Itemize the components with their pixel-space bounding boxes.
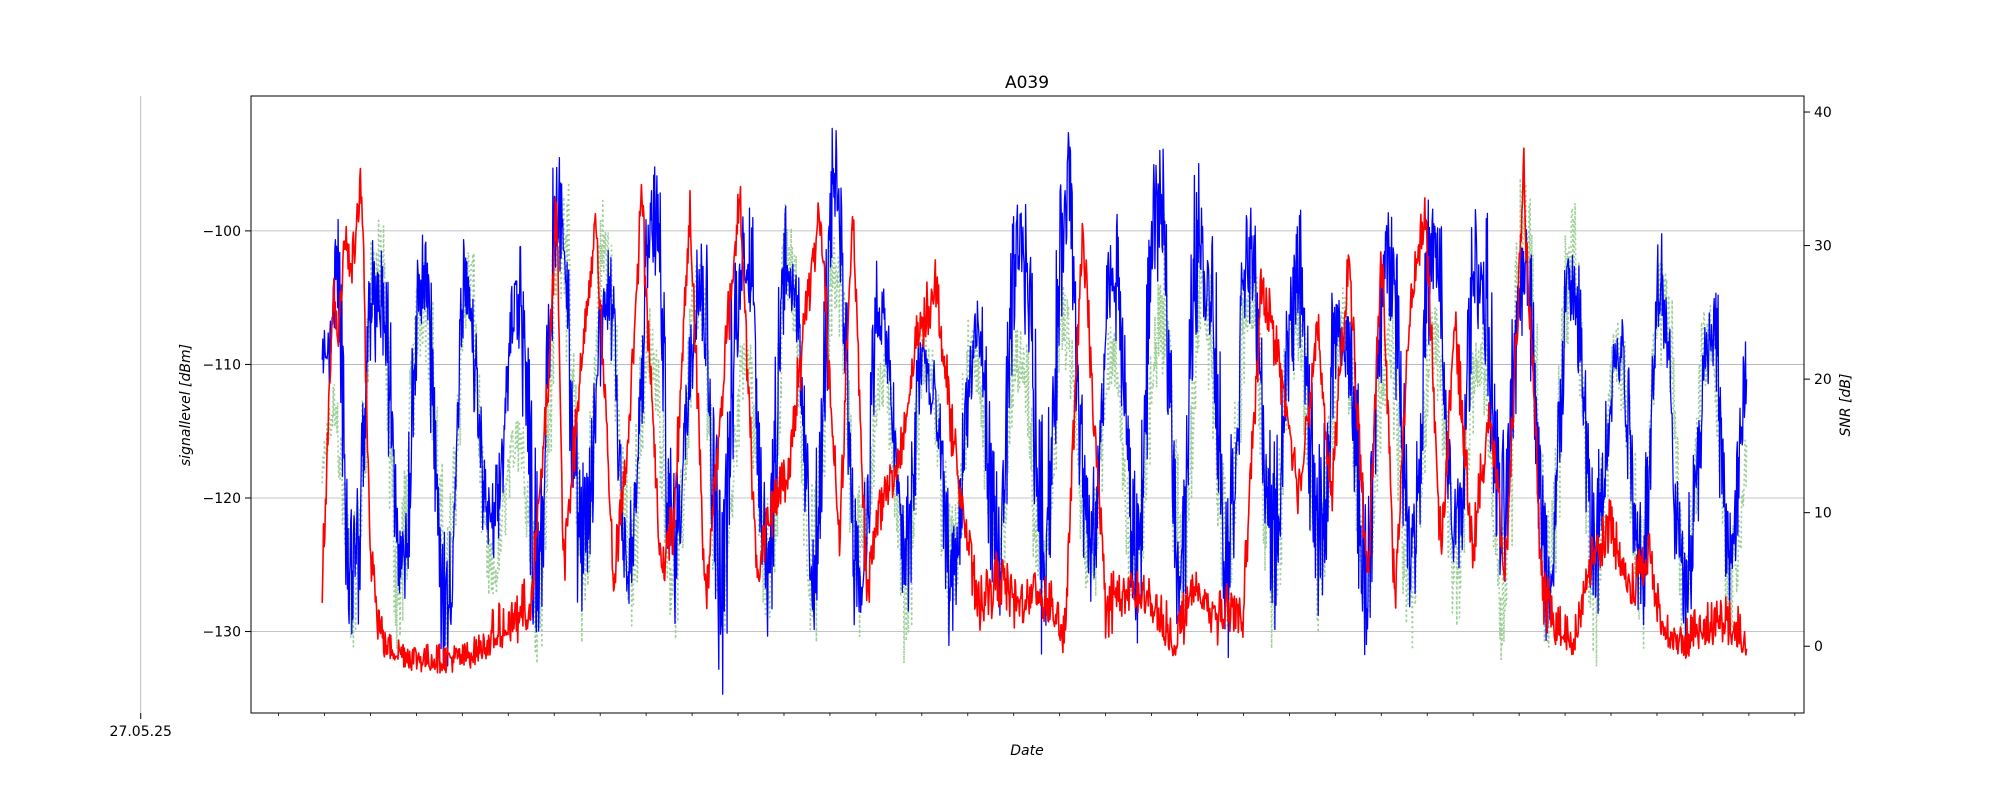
y-right-tick-label: 30 (1814, 239, 1832, 255)
y-left-tick-label: −100 (203, 224, 241, 240)
y-left-tick-label: −120 (203, 491, 241, 507)
signal-series-red (321, 147, 1748, 674)
x-axis-label: Date (1010, 743, 1043, 759)
x-tick-label: 27.05.25 (110, 724, 172, 740)
chart-title: A039 (1005, 73, 1049, 93)
axes: 06.05.2513.05.2520.05.2527.05.25−100−110… (110, 105, 1832, 740)
plot-frame (250, 95, 1805, 714)
y-right-tick-label: 0 (1814, 639, 1823, 655)
y-left-tick-label: −110 (203, 357, 241, 373)
series-layer (321, 127, 1748, 695)
y-right-tick-label: 20 (1814, 372, 1832, 388)
y-left-tick-label: −130 (203, 625, 241, 641)
signal-red-line (321, 147, 1748, 674)
y-axis-right-label: SNR [dB] (1838, 374, 1854, 437)
y-right-tick-label: 40 (1814, 105, 1832, 121)
y-right-tick-label: 10 (1814, 506, 1832, 522)
y-axis-left-label: signallevel [dBm] (178, 344, 194, 466)
